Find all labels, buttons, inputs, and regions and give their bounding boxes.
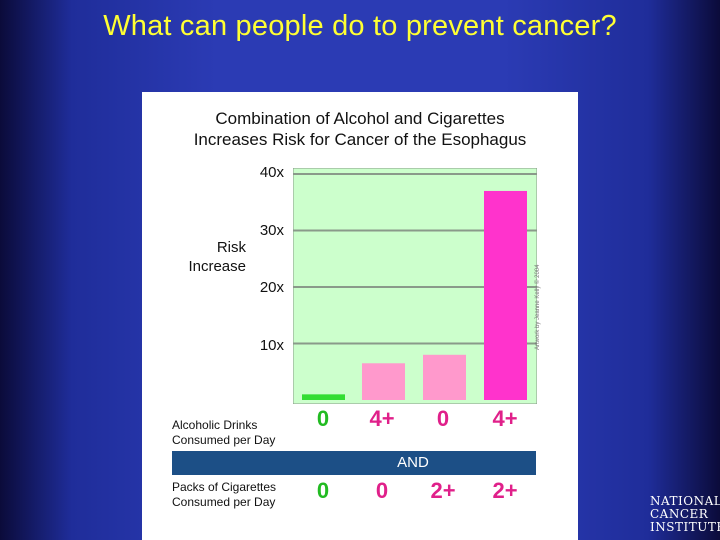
bar-chart-plot (293, 168, 537, 404)
logo-line-3: INSTITUTE (650, 520, 720, 534)
y-tick-label-40: 40x (259, 164, 284, 181)
bar-4 (484, 190, 527, 400)
logo-line-1: NATIONAL (650, 494, 720, 508)
cigarette-value-4: 2+ (492, 478, 518, 503)
cigarette-row-label-line-2: Consumed per Day (172, 495, 276, 509)
slide-title: What can people do to prevent cancer? (103, 10, 617, 42)
chart-title-line-1: Combination of Alcohol and Cigarettes (215, 109, 505, 128)
alcohol-value-3: 0 (436, 406, 450, 431)
y-tick-label-20: 20x (259, 279, 284, 296)
nci-logo: NATIONAL CANCER INSTITUTE (650, 495, 720, 534)
alcohol-row-label-line-1: Alcoholic Drinks (172, 418, 258, 432)
and-band (172, 451, 536, 475)
and-connector-label: AND (397, 454, 429, 471)
y-axis-label-line-2: Increase (188, 258, 246, 275)
y-axis-label: Risk Increase (162, 238, 246, 276)
bar-2 (362, 363, 405, 400)
chart-title: Combination of Alcohol and Cigarettes In… (142, 108, 578, 150)
y-tick-label-10: 10x (259, 337, 284, 354)
cigarette-value-1: 0 (316, 478, 330, 503)
bar-1 (302, 394, 345, 400)
alcohol-value-2: 4+ (369, 406, 395, 431)
artwork-credit: Artwork by Jeanne Kelly © 2004 (535, 264, 541, 350)
y-axis-label-line-1: Risk (216, 239, 246, 256)
bar-3 (423, 354, 466, 400)
alcohol-row-label-line-2: Consumed per Day (172, 433, 276, 447)
alcohol-value-4: 4+ (492, 406, 518, 431)
alcohol-row-label: Alcoholic Drinks Consumed per Day (172, 418, 312, 448)
alcohol-value-1: 0 (316, 406, 330, 431)
cigarette-row-label-line-1: Packs of Cigarettes (172, 480, 277, 494)
cigarette-value-2: 0 (375, 478, 389, 503)
y-tick-label-30: 30x (259, 222, 284, 239)
chart-title-line-2: Increases Risk for Cancer of the Esophag… (193, 130, 527, 149)
cigarette-value-3: 2+ (430, 478, 456, 503)
logo-line-2: CANCER (650, 507, 709, 521)
cigarette-row-label: Packs of Cigarettes Consumed per Day (172, 480, 312, 510)
